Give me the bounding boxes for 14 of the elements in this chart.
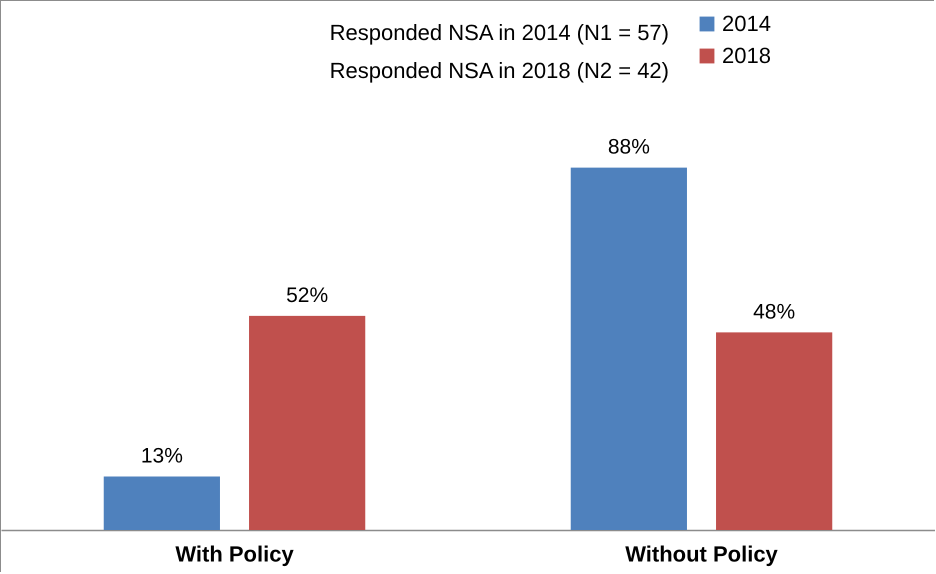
bar bbox=[249, 316, 366, 530]
text: Responded NSA in 2018 (N2 = 42) bbox=[330, 58, 669, 83]
x-tick-label: With Policy bbox=[175, 542, 294, 566]
legend-label: 2018 bbox=[722, 43, 771, 68]
data-label: 52% bbox=[286, 284, 328, 307]
data-label: 13% bbox=[140, 444, 183, 468]
bar bbox=[716, 332, 832, 530]
x-tick-label: Without Policy bbox=[625, 542, 779, 566]
bar bbox=[104, 476, 220, 530]
data-label: 48% bbox=[753, 300, 796, 324]
legend-label: 2014 bbox=[722, 11, 771, 36]
text: Responded NSA in 2014 (N1 = 57) bbox=[330, 20, 669, 45]
data-label: 88% bbox=[608, 136, 650, 159]
bar bbox=[570, 168, 687, 530]
